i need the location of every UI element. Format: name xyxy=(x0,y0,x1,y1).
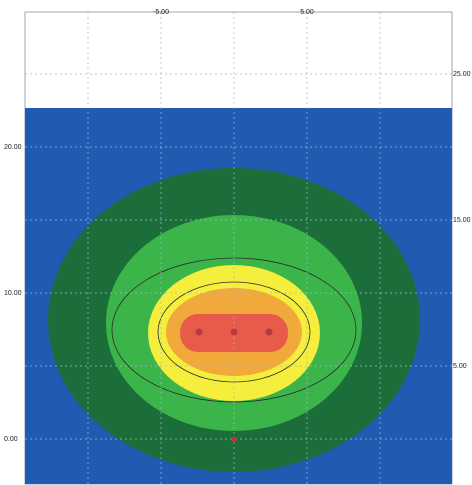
y-tick-left-1: 20.00 xyxy=(4,144,22,151)
y-tick-left-2: 10.00 xyxy=(4,290,22,297)
source-markers xyxy=(195,328,273,336)
y-tick-left-3: 0.00 xyxy=(4,436,18,443)
y-tick-right-1: 25.00 xyxy=(453,71,471,78)
grid-lines xyxy=(25,12,452,484)
receiver-marker xyxy=(231,437,237,443)
contour-zones xyxy=(25,108,452,484)
tick-labels: -5.00 5.00 20.00 10.00 0.00 25.00 15.00 … xyxy=(4,9,471,443)
y-tick-right-2: 15.00 xyxy=(453,217,471,224)
x-tick-top-2: 5.00 xyxy=(300,9,314,16)
y-tick-right-3: 5.00 xyxy=(453,363,467,370)
source-marker-3 xyxy=(265,328,273,336)
x-tick-top-1: -5.00 xyxy=(153,9,169,16)
source-marker-1 xyxy=(195,328,203,336)
source-marker-2 xyxy=(230,328,238,336)
